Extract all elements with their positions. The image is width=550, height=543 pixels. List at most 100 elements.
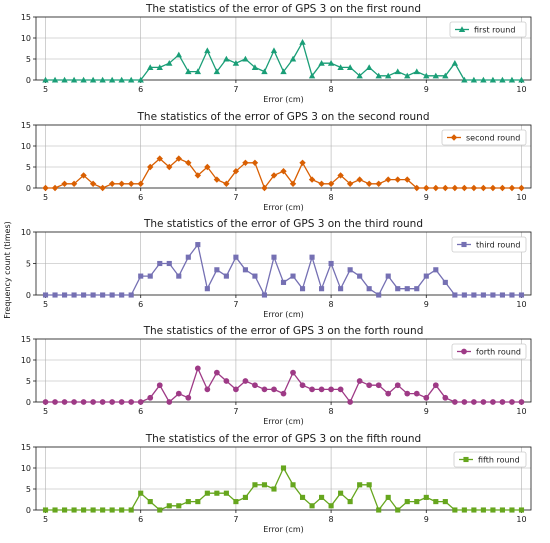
data-point [308, 72, 316, 79]
legend-marker [461, 241, 467, 248]
plot-frame [35, 124, 532, 189]
data-point [195, 499, 201, 505]
data-point [156, 382, 163, 389]
data-point [223, 273, 229, 279]
chart-title: The statistics of the error of GPS 3 on … [143, 325, 424, 337]
data-point [70, 180, 78, 187]
x-axis-label: Error (cm) [263, 310, 303, 319]
data-point [166, 503, 172, 509]
data-point [128, 507, 134, 513]
data-point [109, 292, 115, 298]
data-point [51, 76, 59, 83]
data-point [157, 507, 163, 513]
data-point [138, 273, 144, 279]
data-point [157, 260, 163, 267]
data-point [128, 399, 135, 405]
data-point [261, 68, 268, 75]
data-point [42, 76, 49, 83]
data-point [319, 286, 325, 292]
data-point [61, 180, 68, 187]
data-point [280, 68, 287, 75]
y-tick-label: 0 [26, 506, 31, 515]
data-point [423, 72, 430, 79]
data-point [100, 292, 106, 298]
legend-label: forth round [476, 348, 521, 357]
data-point [470, 184, 478, 192]
data-point [176, 503, 182, 509]
data-point [194, 172, 202, 179]
data-point [195, 242, 201, 248]
x-tick-label: 6 [138, 193, 143, 202]
data-point [299, 39, 306, 45]
data-point [451, 399, 458, 405]
data-point [90, 399, 96, 405]
data-point [385, 72, 392, 79]
data-point [80, 172, 87, 179]
data-point [432, 72, 440, 79]
data-point [413, 390, 420, 397]
series-line [45, 41, 522, 81]
x-tick-label: 8 [329, 193, 334, 202]
y-tick-label: 10 [21, 142, 31, 151]
data-point [471, 292, 477, 298]
plot-frame [35, 446, 532, 511]
data-point [394, 382, 401, 389]
y-tick-label: 5 [26, 377, 31, 386]
legend-box [451, 236, 527, 253]
data-point [185, 394, 192, 401]
data-point [280, 390, 287, 397]
chart-title: The statistics of the error of GPS 3 on … [143, 218, 423, 230]
data-point [471, 507, 477, 513]
data-point [461, 76, 468, 83]
x-tick-label: 7 [233, 515, 238, 524]
data-point [242, 159, 249, 166]
x-tick-label: 7 [233, 300, 238, 309]
data-point [185, 68, 192, 75]
x-tick-label: 9 [424, 407, 429, 416]
data-point [480, 507, 486, 513]
data-point [89, 76, 97, 83]
legend-box [441, 129, 527, 146]
chart-panel-1: 5 6 7 8 9 10 0 5 10 15 The statistics of the error… [21, 3, 532, 104]
data-point [442, 394, 449, 401]
data-point [299, 494, 306, 500]
data-point [80, 76, 87, 83]
data-point [271, 386, 277, 393]
data-point [119, 507, 125, 513]
data-point [290, 273, 296, 279]
data-point [176, 273, 182, 279]
legend-marker [450, 134, 458, 141]
data-point [204, 163, 211, 171]
data-point [309, 503, 315, 509]
data-point [290, 369, 296, 376]
data-point [147, 163, 154, 171]
y-tick-label: 5 [26, 485, 31, 494]
data-point [347, 399, 354, 405]
data-point [442, 72, 449, 79]
data-point [423, 184, 430, 192]
data-point [232, 60, 240, 66]
data-point [338, 490, 344, 496]
x-tick-label: 10 [516, 300, 526, 309]
data-point [99, 399, 106, 405]
data-point [461, 292, 467, 298]
data-point [147, 499, 153, 505]
data-point [156, 64, 163, 70]
data-point [137, 180, 144, 187]
data-point [252, 382, 258, 389]
data-point [442, 184, 449, 192]
y-tick-label: 15 [21, 13, 31, 22]
data-point [127, 180, 135, 187]
data-point [109, 507, 115, 513]
y-tick-label: 10 [21, 356, 31, 365]
x-tick-label: 5 [43, 407, 48, 416]
data-point [99, 184, 106, 192]
data-point [518, 399, 525, 405]
x-axis-label: Error (cm) [263, 95, 303, 104]
data-point [194, 68, 202, 75]
data-point [118, 399, 125, 405]
chart-panel-3: 5 6 7 8 9 10 0 5 10 The statistics of the error o… [21, 218, 532, 319]
data-point [385, 176, 392, 183]
data-point [309, 254, 315, 260]
